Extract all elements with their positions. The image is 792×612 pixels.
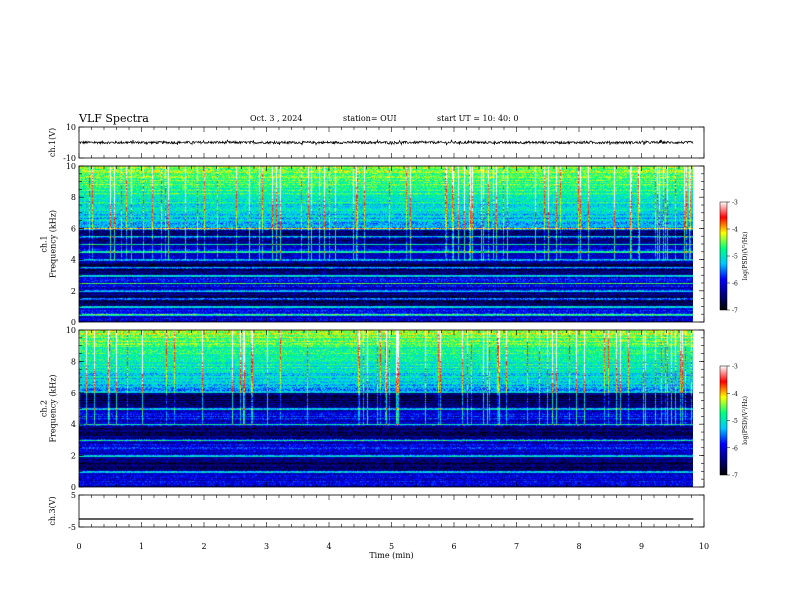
ch1-spec-ytick-label: 6 xyxy=(71,224,76,233)
x-tick-label: 4 xyxy=(326,542,331,551)
ch1-spec-colorbar xyxy=(719,201,728,311)
chart-title: VLF Spectra xyxy=(79,112,149,125)
ch2-spec-ytick-label: 6 xyxy=(71,389,76,398)
ch1-spec-colorbar-tick-label: -6 xyxy=(732,281,738,288)
start-time-label: start UT = 10: 40: 0 xyxy=(437,114,519,123)
ch1-spec-ylabel-line: ch.1 xyxy=(40,235,49,252)
x-axis-label: Time (min) xyxy=(369,551,413,560)
ch1-spec-ylabel: ch.1 Frequency (kHz) xyxy=(40,210,58,278)
ch1-spec-ytick-label: 10 xyxy=(66,162,76,171)
ch3-ytick-label: 5 xyxy=(71,491,76,500)
ch1-spec-ytick-label: 4 xyxy=(71,256,76,265)
ch2-spec-colorbar-tick-label: -6 xyxy=(732,445,738,452)
ch1-ylabel-line: ch.1(V) xyxy=(48,128,57,157)
x-tick-label: 1 xyxy=(139,542,144,551)
x-tick-label: 0 xyxy=(76,542,81,551)
ch3-ytick-label: -5 xyxy=(68,523,76,532)
ch2-spec-ytick-label: 2 xyxy=(71,452,76,461)
ch2-spec-ylabel-line: ch.2 xyxy=(40,400,49,417)
x-tick-label: 3 xyxy=(264,542,269,551)
ch1-spec-colorbar-tick-label: -7 xyxy=(732,308,738,315)
ch1-ytick-label: -10 xyxy=(63,154,76,163)
ch2-spec-ylabel-line: Frequency (kHz) xyxy=(49,374,58,442)
x-tick-label: 5 xyxy=(389,542,394,551)
x-tick-label: 8 xyxy=(576,542,581,551)
x-tick-label: 2 xyxy=(201,542,206,551)
ch2-spec-ytick-label: 0 xyxy=(71,483,76,492)
x-tick-label: 10 xyxy=(699,542,709,551)
ch1-spec-colorbar-tick-label: -5 xyxy=(732,254,738,261)
ch2-spec-colorbar-tick-label: -7 xyxy=(732,473,738,480)
ch2-spec-ylabel: ch.2 Frequency (kHz) xyxy=(40,374,58,442)
ch2-spec-heatmap xyxy=(79,330,693,487)
ch2-spec-colorbar-tick-label: -4 xyxy=(732,391,738,398)
ch1-spec-ylabel-line: Frequency (kHz) xyxy=(49,210,58,278)
ch2-spec-colorbar-tick-label: -5 xyxy=(732,418,738,425)
ch3-ylabel: ch.3(V) xyxy=(48,496,57,525)
ch2-spec-colorbar-label: log(PSD)(V²/Hz) xyxy=(742,396,749,445)
ch2-spec-ytick-label: 10 xyxy=(66,326,76,335)
ch2-spec-ytick-label: 4 xyxy=(71,420,76,429)
station-label: station= OUI xyxy=(343,114,397,123)
ch1-spec-ytick-label: 0 xyxy=(71,318,76,327)
x-tick-label: 6 xyxy=(451,542,456,551)
ch1-trace xyxy=(78,139,694,146)
ch2-spec-colorbar xyxy=(719,365,728,476)
x-tick-label: 9 xyxy=(639,542,644,551)
ch3-ylabel-line: ch.3(V) xyxy=(48,496,57,525)
ch1-spec-heatmap xyxy=(79,166,693,322)
ch2-spec-colorbar-tick-label: -3 xyxy=(732,364,738,371)
ch1-ylabel: ch.1(V) xyxy=(48,128,57,157)
ch2-spec-ytick-label: 8 xyxy=(71,357,76,366)
ch1-spec-colorbar-tick-label: -3 xyxy=(732,200,738,207)
ch1-ytick-label: 10 xyxy=(66,123,76,132)
ch1-spec-ytick-label: 8 xyxy=(71,193,76,202)
ch1-spec-colorbar-tick-label: -4 xyxy=(732,227,738,234)
ch1-spec-colorbar-label: log(PSD)(V²/Hz) xyxy=(742,232,749,281)
x-tick-label: 7 xyxy=(514,542,519,551)
ch1-spec-ytick-label: 2 xyxy=(71,287,76,296)
date-label: Oct. 3 , 2024 xyxy=(250,114,303,123)
